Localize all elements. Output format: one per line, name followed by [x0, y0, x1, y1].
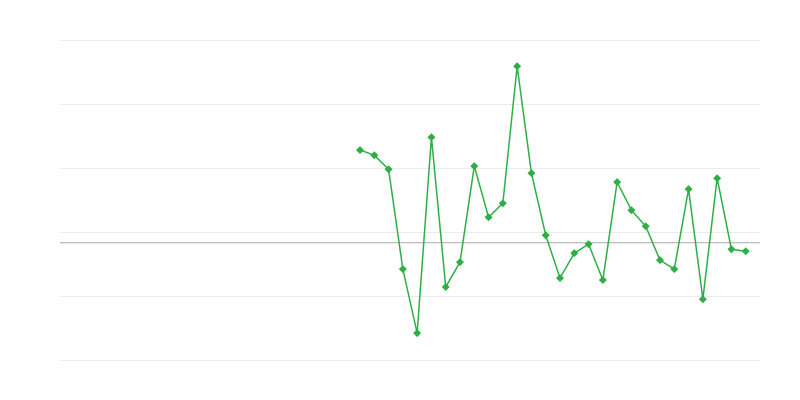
data-point — [456, 258, 464, 267]
data-point — [370, 151, 379, 160]
data-point — [556, 274, 564, 283]
data-point — [484, 213, 493, 222]
data-point — [441, 283, 450, 292]
data-point — [384, 165, 393, 174]
data-point — [570, 249, 579, 258]
data-point — [713, 174, 722, 183]
data-point — [584, 240, 593, 249]
data-point — [598, 276, 607, 284]
data-point — [684, 185, 693, 194]
data-point — [427, 133, 436, 142]
data-point — [541, 231, 550, 240]
data-point — [413, 329, 422, 338]
data-point — [356, 146, 364, 155]
data-point — [641, 222, 650, 231]
data-point — [513, 62, 522, 71]
data-point — [613, 178, 622, 187]
data-point — [656, 256, 664, 265]
data-point — [470, 162, 479, 171]
data-point — [498, 199, 507, 208]
data-point — [741, 247, 750, 256]
data-point — [670, 265, 679, 274]
series-line — [359, 66, 746, 334]
data-point — [527, 169, 536, 178]
data-point — [698, 295, 707, 304]
data-point — [398, 265, 407, 274]
data-point — [627, 206, 636, 215]
data-point — [727, 245, 736, 254]
